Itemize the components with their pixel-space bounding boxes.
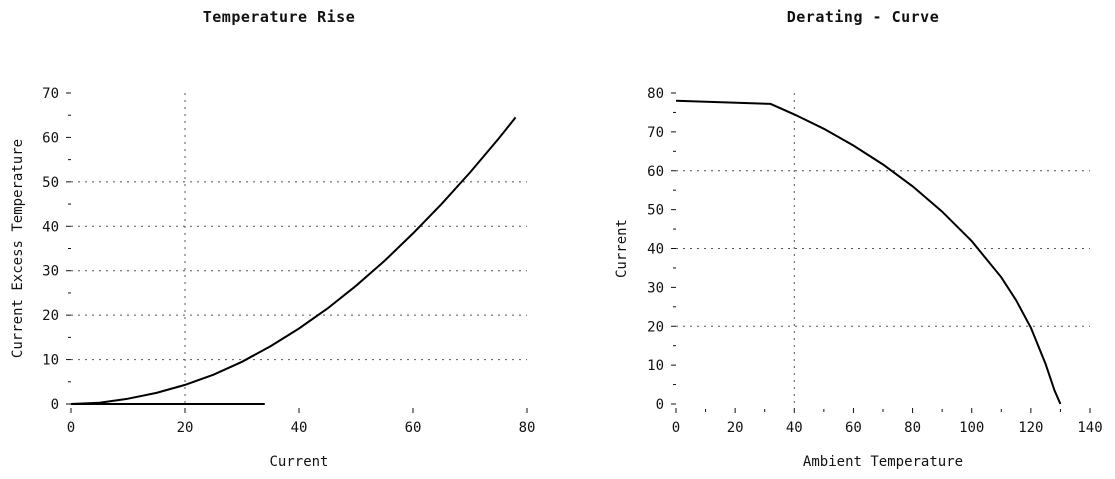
y-tick-label: 30 (42, 264, 59, 280)
y-tick-label: 60 (42, 130, 59, 146)
x-tick-label: 120 (1018, 420, 1043, 436)
y-tick-label: 10 (647, 358, 664, 374)
y-tick-label: 30 (647, 280, 664, 296)
series-line-0 (675, 99, 1062, 405)
x-tick-label: 80 (904, 420, 921, 436)
x-tick-label: 0 (67, 420, 75, 436)
y-tick-label: 0 (656, 397, 664, 413)
x-tick-label: 20 (177, 420, 194, 436)
y-tick-label: 50 (647, 203, 664, 219)
x-tick-label: 100 (959, 420, 984, 436)
chart-title: Derating - Curve (787, 8, 940, 26)
x-tick-label: 80 (519, 420, 536, 436)
x-axis-label: Ambient Temperature (803, 454, 963, 470)
y-tick-label: 40 (42, 219, 59, 235)
derating-curve-chart: Derating - Curve 0 10 20 30 40 50 60 70 80 0 20 40 60… (614, 8, 1103, 470)
x-tick-label: 0 (672, 420, 680, 436)
temperature-rise-chart: Temperature Rise 0 10 20 30 40 50 60 70 0 20 40 60 80… (10, 8, 535, 470)
y-tick-label: 70 (42, 86, 59, 102)
x-tick-label: 20 (727, 420, 744, 436)
x-tick-label: 40 (786, 420, 803, 436)
y-tick-label: 60 (647, 164, 664, 180)
y-tick-label: 20 (42, 308, 59, 324)
series-line-0 (70, 116, 517, 405)
y-axis-label: Current Excess Temperature (10, 139, 26, 358)
chart-title: Temperature Rise (203, 8, 356, 26)
y-axis-label: Current (614, 219, 630, 278)
x-tick-label: 140 (1077, 420, 1102, 436)
x-axis-label: Current (269, 454, 328, 470)
x-tick-label: 60 (405, 420, 422, 436)
y-tick-label: 80 (647, 86, 664, 102)
y-tick-label: 0 (51, 397, 59, 413)
y-tick-label: 70 (647, 125, 664, 141)
y-tick-label: 50 (42, 175, 59, 191)
x-tick-label: 40 (291, 420, 308, 436)
y-tick-label: 20 (647, 319, 664, 335)
x-tick-label: 60 (845, 420, 862, 436)
y-tick-label: 10 (42, 353, 59, 369)
y-tick-label: 40 (647, 242, 664, 258)
